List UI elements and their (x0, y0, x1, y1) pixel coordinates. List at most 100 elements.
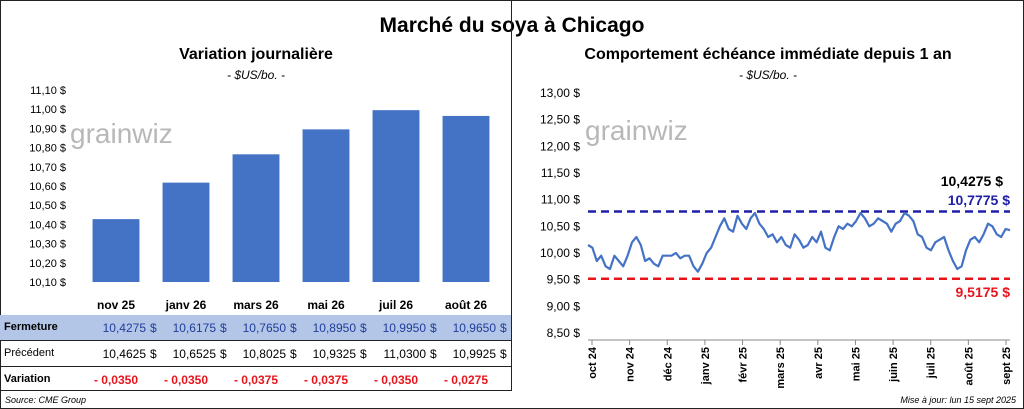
x-tick-label: déc 24 (662, 346, 674, 381)
previous-value: 10,8025 (243, 347, 287, 361)
close-row-label: Fermeture (4, 321, 58, 333)
currency-sign: $ (500, 321, 507, 335)
x-tick-label: nov 24 (625, 346, 637, 382)
y-tick-label: 12,50 $ (540, 113, 580, 127)
bar (162, 182, 210, 282)
change-row-label: Variation (4, 373, 51, 385)
y-tick-label: 13,00 $ (540, 86, 580, 100)
close-value: 10,9950 (383, 321, 427, 335)
reference-lines (588, 210, 1010, 280)
y-tick-label: 10,40 $ (29, 219, 66, 231)
currency-sign: $ (220, 321, 227, 335)
bar (302, 129, 350, 282)
bar (442, 115, 490, 282)
currency-sign: $ (500, 347, 507, 361)
grainwiz-watermark: grainwiz (70, 118, 173, 149)
y-tick-label: 10,10 $ (29, 277, 66, 289)
y-tick-label: 11,50 $ (541, 166, 580, 180)
currency-sign: $ (150, 321, 157, 335)
grainwiz-watermark: grainwiz (585, 115, 688, 146)
previous-value: 10,4625 (103, 347, 147, 361)
close-value: 10,8950 (313, 321, 357, 335)
y-tick-label: 10,80 $ (29, 143, 66, 155)
x-tick-label: juil 25 (926, 347, 938, 379)
y-tick-label: 11,00 $ (30, 104, 66, 116)
y-tick-label: 11,00 $ (541, 193, 580, 207)
change-value: - 0,0275 (444, 373, 488, 387)
previous-row-label: Précédent (4, 347, 55, 359)
y-tick-label: 10,20 $ (29, 258, 66, 270)
close-value: 10,6175 (173, 321, 217, 335)
y-tick-label: 11,10 $ (30, 85, 66, 97)
x-tick-label: août 25 (963, 347, 975, 386)
last-price-label: 10,4275 $ (941, 173, 1003, 189)
x-tick-label: févr 25 (738, 347, 750, 382)
y-axis: 8,50 $ 9,00 $ 9,50 $ 10,00 $ 10,50 $ 11,00 $ 1… (540, 86, 580, 340)
line-chart-title: Comportement échéance immédiate depuis 1… (584, 46, 952, 63)
y-tick-label: 10,90 $ (29, 123, 66, 135)
x-category-label: nov 25 (97, 298, 135, 312)
change-value: - 0,0375 (304, 373, 348, 387)
y-tick-label: 10,50 $ (540, 219, 580, 233)
bar (372, 110, 420, 282)
bar (232, 154, 280, 282)
line-chart-subtitle: - $US/bo. - (738, 68, 798, 82)
currency-sign: $ (360, 321, 367, 335)
bar (92, 219, 140, 282)
previous-value: 10,9925 (453, 347, 497, 361)
currency-sign: $ (430, 321, 437, 335)
value-labels: 10,4275 $ 10,7775 $ 9,5175 $ (941, 173, 1011, 300)
x-tick-label: sept 25 (1001, 347, 1013, 385)
price-line (587, 211, 1011, 273)
y-tick-label: 8,50 $ (547, 326, 581, 340)
x-axis: oct 24 nov 24 déc 24 janv 25 févr 25 mars 25 a… (587, 339, 1013, 389)
x-axis: nov 25 janv 26 mars 26 mai 26 juil 26 août 26 (97, 298, 487, 312)
low-value-label: 9,5175 $ (956, 284, 1011, 300)
x-tick-label: avr 25 (813, 347, 825, 379)
change-value: - 0,0350 (164, 373, 208, 387)
update-note: Mise à jour: lun 15 sept 2025 (900, 395, 1016, 405)
high-value-label: 10,7775 $ (948, 192, 1010, 208)
x-category-label: août 26 (445, 298, 487, 312)
x-tick-label: janv 25 (700, 347, 712, 385)
y-tick-label: 10,60 $ (29, 181, 66, 193)
close-value: 10,9650 (453, 321, 497, 335)
source-note: Source: CME Group (5, 395, 87, 405)
daily-variation-bar-chart: grainwiz 10,10 $ 10,20 $ 10,30 $ 10,40 $ 10,… (0, 0, 512, 391)
currency-sign: $ (150, 347, 157, 361)
price-series (587, 211, 1011, 273)
bar-chart-title: Variation journalière (179, 46, 333, 63)
currency-sign: $ (290, 347, 297, 361)
close-value: 10,4275 (103, 321, 147, 335)
previous-value: 10,6525 (173, 347, 217, 361)
y-tick-label: 10,70 $ (29, 162, 66, 174)
change-value: - 0,0350 (94, 373, 138, 387)
y-tick-label: 12,00 $ (540, 139, 580, 153)
x-tick-label: mai 25 (850, 347, 862, 381)
currency-sign: $ (290, 321, 297, 335)
close-value: 10,7650 (243, 321, 287, 335)
currency-sign: $ (360, 347, 367, 361)
x-tick-label: juin 25 (888, 347, 900, 383)
change-value: - 0,0375 (234, 373, 278, 387)
y-tick-label: 9,00 $ (547, 299, 581, 313)
x-tick-label: oct 24 (587, 346, 599, 379)
currency-sign: $ (220, 347, 227, 361)
x-category-label: mai 26 (307, 298, 345, 312)
x-tick-label: mars 25 (775, 347, 787, 389)
x-category-label: mars 26 (233, 298, 279, 312)
previous-value: 11,0300 (384, 347, 427, 361)
y-tick-label: 10,30 $ (29, 239, 66, 251)
previous-value: 10,9325 (313, 347, 357, 361)
x-category-label: janv 26 (165, 298, 207, 312)
bar-chart-subtitle: - $US/bo. - (226, 68, 286, 82)
bars (92, 110, 490, 282)
currency-sign: $ (430, 347, 437, 361)
x-category-label: juil 26 (378, 298, 413, 312)
close-row-background (0, 315, 511, 340)
y-axis: 10,10 $ 10,20 $ 10,30 $ 10,40 $ 10,50 $ 10,60… (29, 85, 66, 289)
change-value: - 0,0350 (374, 373, 418, 387)
y-tick-label: 10,00 $ (540, 246, 580, 260)
